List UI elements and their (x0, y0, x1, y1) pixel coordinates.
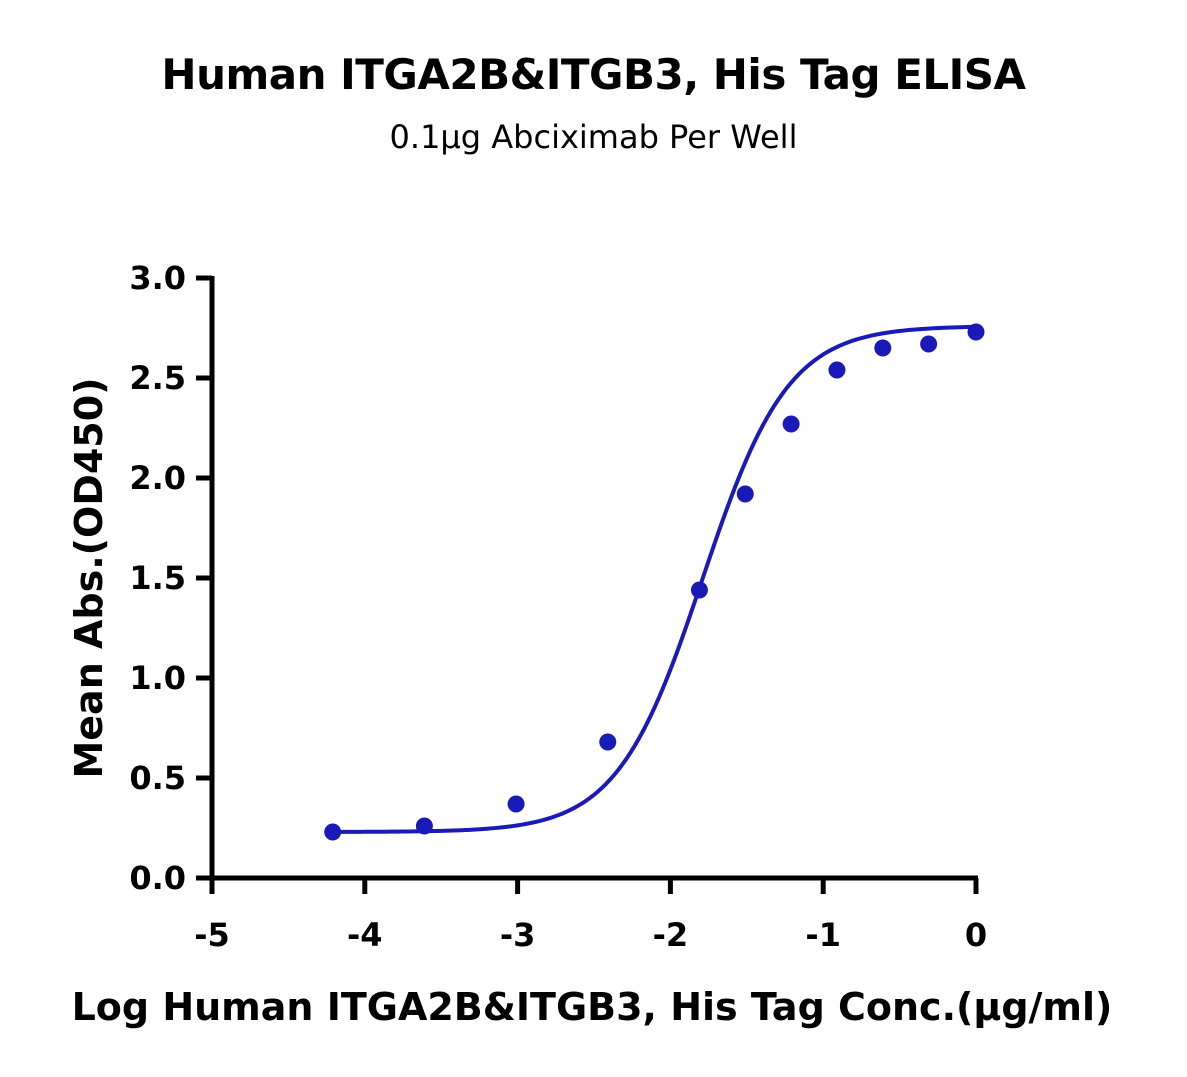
x-tick-label: -5 (194, 916, 230, 954)
data-point (599, 733, 617, 751)
data-point (690, 581, 708, 599)
data-point (874, 339, 892, 357)
x-tick-label: -3 (500, 916, 536, 954)
data-point (507, 795, 525, 813)
chart-title: Human ITGA2B&ITGB3, His Tag ELISA (161, 50, 1026, 99)
y-tick-label: 1.5 (129, 559, 186, 597)
data-point (920, 335, 938, 353)
y-tick-label: 2.5 (129, 359, 186, 397)
fit-curve-layer (332, 324, 977, 834)
x-axis: -5 -4 -3 -2 -1 0 (194, 875, 987, 954)
y-tick-label: 0.5 (129, 759, 186, 797)
y-tick-label: 3.0 (129, 259, 186, 297)
y-tick-label: 1.0 (129, 659, 186, 697)
y-tick-label: 0.0 (129, 859, 186, 897)
data-point (782, 415, 800, 433)
x-tick-label: -2 (653, 916, 689, 954)
y-axis: 0.0 0.5 1.0 1.5 2.0 2.5 3.0 (129, 259, 215, 897)
data-points-layer (324, 323, 985, 841)
data-point (736, 485, 754, 503)
chart-subtitle: 0.1μg Abciximab Per Well (389, 118, 798, 156)
y-tick-label: 2.0 (129, 459, 186, 497)
x-tick-label: -1 (805, 916, 841, 954)
x-axis-label: Log Human ITGA2B&ITGB3, His Tag Conc.(μg… (72, 985, 1113, 1029)
fit-curve (332, 324, 977, 834)
data-point (828, 361, 846, 379)
data-point (415, 817, 433, 835)
x-tick-label: -4 (347, 916, 383, 954)
data-point (967, 323, 985, 341)
x-tick-label: 0 (965, 916, 987, 954)
data-point (324, 823, 342, 841)
y-axis-label: Mean Abs.(OD450) (67, 377, 111, 778)
